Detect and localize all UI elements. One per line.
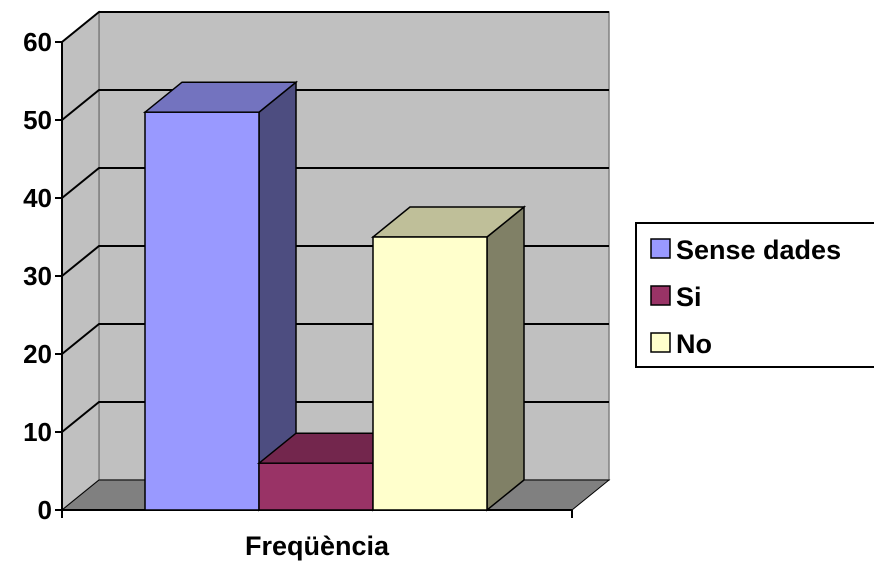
gridline [61,167,609,199]
y-tick-label: 0 [38,495,52,525]
y-tick-label: 10 [23,417,52,447]
legend-swatch [650,332,671,353]
x-category-label: Freqüència [245,531,390,561]
legend-label: Si [676,282,702,312]
bar-front [372,236,488,511]
y-tick-label: 30 [23,261,52,291]
gridline [61,11,609,43]
y-tick-label: 60 [23,27,52,57]
bar-front [144,111,260,511]
bar-front [258,462,374,511]
y-tick-label: 20 [23,339,52,369]
y-tick-label: 40 [23,183,52,213]
legend: Sense dades Si No [635,222,874,368]
legend-swatch [650,285,671,306]
y-tick-label: 50 [23,105,52,135]
y-tick-labels: 0 10 20 30 40 50 60 [23,27,52,525]
bar [142,80,299,512]
legend-box [635,222,874,368]
legend-label: Sense dades [676,235,841,265]
bars [142,80,527,512]
gridline [61,89,609,121]
legend-label: No [676,329,712,359]
bar [370,205,527,512]
bar-side [486,205,525,512]
legend-swatch [650,238,671,259]
